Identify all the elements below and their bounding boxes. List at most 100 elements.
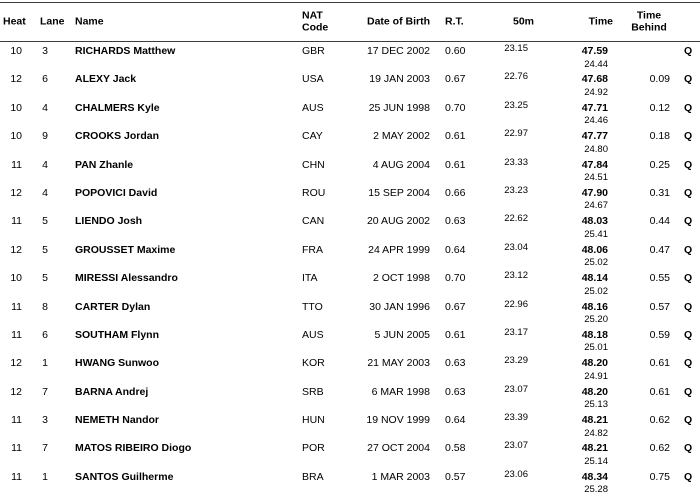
header-date-of-birth: Date of Birth [367,15,430,28]
table-header-row: Heat Lane Name NAT Code Date of Birth R.… [0,2,700,42]
final-time: 47.77 [581,130,608,143]
reaction-time-cell: 0.61 [445,328,466,341]
second-50-split: 24.92 [584,86,608,98]
second-50-split: 25.28 [584,484,608,496]
time-behind-cell: 0.44 [649,215,670,228]
time-behind-cell: 0.25 [649,158,670,171]
swimmer-name-cell: ALEXY Jack [75,73,137,86]
split-50m-cell: 23.04 [504,241,528,253]
second-50-split: 24.91 [584,370,608,382]
qualified-flag: Q [684,243,693,256]
table-row: 11 3 NEMETH Nandor HUN 19 NOV 1999 0.64 … [0,411,700,439]
lane-cell: 4 [42,186,48,199]
qualified-flag: Q [684,357,693,370]
nation-code-cell: SRB [302,385,324,398]
time-behind-cell: 0.59 [649,328,670,341]
date-of-birth-cell: 2 MAY 2002 [373,130,430,143]
heat-cell: 10 [10,45,22,57]
header-time-behind: Time Behind [631,9,667,33]
qualified-flag: Q [684,73,693,86]
table-row: 11 5 LIENDO Josh CAN 20 AUG 2002 0.63 22… [0,212,700,240]
split-50m-cell: 22.62 [504,213,528,225]
header-nat-code: NAT Code [302,9,329,33]
time-cell: 48.20 24.91 [528,354,608,383]
time-cell: 47.68 24.92 [528,70,608,99]
swimmer-name-cell: CHALMERS Kyle [75,101,160,114]
qualified-flag: Q [684,470,693,483]
table-row: 11 6 SOUTHAM Flynn AUS 5 JUN 2005 0.61 2… [0,326,700,354]
nation-code-cell: HUN [302,414,325,427]
nation-code-cell: CHN [302,158,325,171]
final-time: 47.90 [581,186,608,199]
split-50m-cell: 22.96 [504,298,528,310]
date-of-birth-cell: 2 OCT 1998 [372,272,430,285]
second-50-split: 24.51 [584,172,608,184]
nation-code-cell: BRA [302,470,324,483]
second-50-split: 25.14 [584,455,608,467]
lane-cell: 1 [42,470,48,483]
table-row: 12 4 POPOVICI David ROU 15 SEP 2004 0.66… [0,184,700,212]
time-cell: 47.71 24.46 [528,99,608,128]
header-lane: Lane [40,15,65,28]
nation-code-cell: GBR [302,45,325,57]
final-time: 48.03 [581,215,608,228]
nation-code-cell: CAY [302,130,323,143]
date-of-birth-cell: 19 NOV 1999 [366,414,430,427]
header-heat: Heat [3,15,26,28]
final-time: 47.59 [581,45,608,57]
reaction-time-cell: 0.66 [445,186,466,199]
date-of-birth-cell: 5 JUN 2005 [374,328,430,341]
heat-cell: 10 [10,130,22,143]
table-row: 11 8 CARTER Dylan TTO 30 JAN 1996 0.67 2… [0,298,700,326]
swimmer-name-cell: MATOS RIBEIRO Diogo [75,442,192,455]
table-row: 10 9 CROOKS Jordan CAY 2 MAY 2002 0.61 2… [0,127,700,155]
heat-cell: 11 [11,300,22,313]
qualified-flag: Q [684,101,693,114]
qualified-flag: Q [684,45,693,57]
lane-cell: 3 [42,45,48,57]
nation-code-cell: FRA [302,243,323,256]
second-50-split: 25.20 [584,314,608,326]
lane-cell: 7 [42,385,48,398]
lane-cell: 5 [42,215,48,228]
time-cell: 48.21 24.82 [528,411,608,440]
date-of-birth-cell: 21 MAY 2003 [367,357,430,370]
date-of-birth-cell: 27 OCT 2004 [367,442,430,455]
reaction-time-cell: 0.70 [445,101,466,114]
date-of-birth-cell: 19 JAN 2003 [369,73,430,86]
final-time: 47.68 [581,73,608,86]
final-time: 48.14 [581,272,608,285]
lane-cell: 4 [42,101,48,114]
table-row: 11 7 MATOS RIBEIRO Diogo POR 27 OCT 2004… [0,439,700,467]
time-cell: 48.16 25.20 [528,298,608,327]
time-behind-cell: 0.55 [649,272,670,285]
time-behind-cell: 0.62 [649,442,670,455]
second-50-split: 24.80 [584,143,608,155]
heat-cell: 10 [10,272,22,285]
reaction-time-cell: 0.63 [445,385,466,398]
heat-cell: 12 [10,186,22,199]
swimmer-name-cell: PAN Zhanle [75,158,134,171]
heat-cell: 12 [10,73,22,86]
date-of-birth-cell: 17 DEC 2002 [366,45,430,57]
heat-cell: 11 [11,470,22,483]
table-row: 12 5 GROUSSET Maxime FRA 24 APR 1999 0.6… [0,241,700,269]
reaction-time-cell: 0.67 [445,73,466,86]
nation-code-cell: AUS [302,328,324,341]
swimmer-name-cell: POPOVICI David [75,186,158,199]
heat-cell: 11 [11,414,22,427]
lane-cell: 4 [42,158,48,171]
second-50-split: 24.46 [584,115,608,127]
date-of-birth-cell: 25 JUN 1998 [368,101,430,114]
lane-cell: 3 [42,414,48,427]
date-of-birth-cell: 24 APR 1999 [368,243,430,256]
swimmer-name-cell: MIRESSI Alessandro [75,272,178,285]
split-50m-cell: 23.06 [504,468,528,480]
time-cell: 48.34 25.28 [528,468,608,497]
heat-cell: 11 [11,215,22,228]
date-of-birth-cell: 20 AUG 2002 [366,215,430,228]
final-time: 48.21 [581,442,608,455]
swimmer-name-cell: SOUTHAM Flynn [75,328,159,341]
final-time: 48.18 [581,328,608,341]
nation-code-cell: POR [302,442,325,455]
